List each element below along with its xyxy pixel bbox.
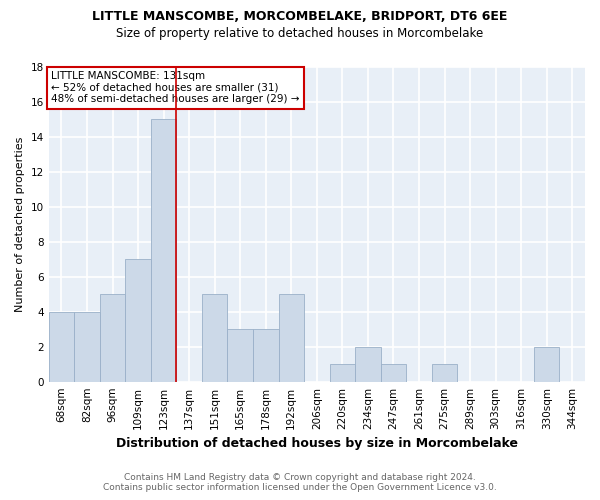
Bar	[355, 346, 380, 382]
Y-axis label: Number of detached properties: Number of detached properties	[15, 136, 25, 312]
Bar	[100, 294, 125, 382]
Text: Size of property relative to detached houses in Morcombelake: Size of property relative to detached ho…	[116, 28, 484, 40]
Bar	[432, 364, 457, 382]
Bar	[202, 294, 227, 382]
Bar	[227, 329, 253, 382]
Bar	[74, 312, 100, 382]
Bar	[534, 346, 559, 382]
Bar	[49, 312, 74, 382]
Text: LITTLE MANSCOMBE: 131sqm
← 52% of detached houses are smaller (31)
48% of semi-d: LITTLE MANSCOMBE: 131sqm ← 52% of detach…	[52, 71, 300, 104]
Bar	[329, 364, 355, 382]
Bar	[278, 294, 304, 382]
Bar	[380, 364, 406, 382]
Bar	[253, 329, 278, 382]
Text: LITTLE MANSCOMBE, MORCOMBELAKE, BRIDPORT, DT6 6EE: LITTLE MANSCOMBE, MORCOMBELAKE, BRIDPORT…	[92, 10, 508, 23]
Text: Contains HM Land Registry data © Crown copyright and database right 2024.
Contai: Contains HM Land Registry data © Crown c…	[103, 473, 497, 492]
X-axis label: Distribution of detached houses by size in Morcombelake: Distribution of detached houses by size …	[116, 437, 518, 450]
Bar	[125, 259, 151, 382]
Bar	[151, 119, 176, 382]
